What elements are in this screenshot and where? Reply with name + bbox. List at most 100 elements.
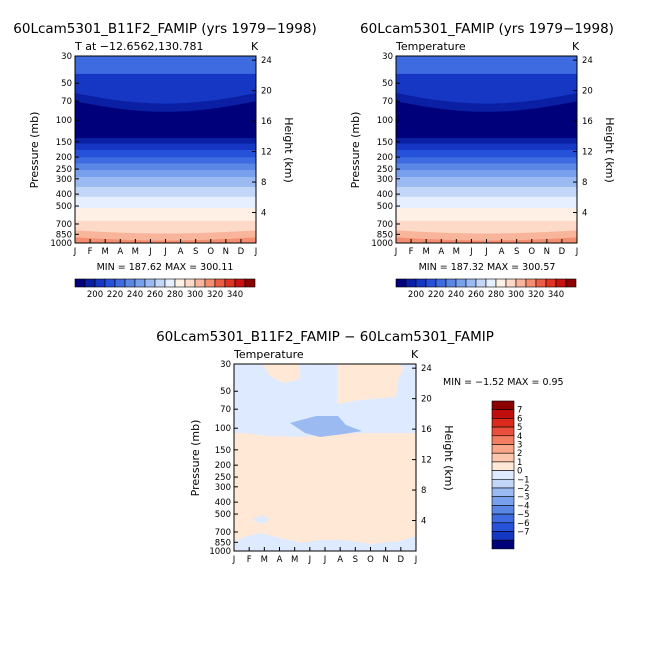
diff-colorbar-cell (491, 452, 515, 463)
panel-1-ytick-label: 250 (56, 165, 72, 175)
panel-3-subtitle: Temperature (233, 348, 304, 361)
panel-3-ytick-label: 70 (220, 405, 231, 415)
panel-2-y2label: Height (km) (603, 117, 616, 183)
colorbar-cell (525, 278, 537, 288)
panel-3-y2tick-label: 12 (421, 456, 432, 466)
colorbar-label: 320 (207, 290, 223, 300)
diff-colorbar-label: −4 (517, 501, 530, 511)
colorbar-cell (124, 278, 136, 288)
diff-colorbar-label: −5 (517, 510, 530, 520)
panel-1-ytick-label: 30 (61, 52, 72, 62)
colorbar-cell (154, 278, 166, 288)
colorbar-label: 240 (127, 290, 143, 300)
panel-2-colorbar: 200 220 240 260 280 300 320 340 (395, 278, 577, 300)
colorbar-cell (415, 278, 427, 288)
diff-colorbar-cell (491, 409, 515, 419)
panel-3-y2tick-label: 16 (421, 425, 432, 435)
colorbar-label: 320 (528, 290, 544, 300)
diff-colorbar-label: −3 (517, 493, 530, 503)
panel-2-xtick-label: O (528, 247, 535, 257)
panel-1-ytick-label: 1000 (50, 239, 72, 249)
colorbar-cell (465, 278, 477, 288)
colorbar-label: 200 (408, 290, 424, 300)
colorbar-cell (244, 278, 256, 288)
panel-3-minmax: MIN = −1.52 MAX = 0.95 (443, 377, 564, 388)
colorbar-cell (84, 278, 96, 288)
panel-3-y2label: Height (km) (442, 425, 455, 491)
diff-colorbar-cell (491, 444, 515, 454)
colorbar-label: 300 (187, 290, 203, 300)
panel-2-ytick-label: 150 (377, 138, 393, 148)
panel-2-ytick-label: 100 (377, 116, 393, 126)
panel-2-ticks: J F M A M J J A S O N D J305070100150200250300400500… (371, 52, 592, 257)
diff-colorbar-label: −1 (517, 475, 530, 485)
colorbar-cell (555, 278, 567, 288)
diff-colorbar-cell (491, 478, 515, 489)
panel-1-xtick-label: F (88, 247, 93, 257)
panel-2-ytick-label: 850 (377, 230, 393, 240)
panel-2-xtick-label: A (438, 247, 444, 257)
panel-1-ytick-label: 300 (56, 175, 72, 185)
diff-colorbar-cell (491, 426, 515, 437)
diff-colorbar-label: 1 (517, 458, 522, 468)
panel-1-xtick-label: A (178, 247, 184, 257)
panel-1-ytick-label: 70 (61, 97, 72, 107)
diff-colorbar-cell (491, 461, 515, 471)
panel-2-y2tick-label: 4 (582, 209, 587, 219)
panel-2-xtick-label: S (514, 247, 519, 257)
panel-3-y2tick-label: 24 (421, 364, 432, 374)
panel-1-ytick-label: 400 (56, 190, 72, 200)
diff-positive-top (262, 364, 300, 383)
colorbar-cell (515, 278, 527, 288)
panel-2-ytick-label: 500 (377, 202, 393, 212)
colorbar-label: 340 (227, 290, 243, 300)
panel-3-xtick-label: J (414, 555, 418, 565)
colorbar-label: 240 (448, 290, 464, 300)
panel-1-xtick-label: D (238, 247, 245, 257)
panel-2-title: 60Lcam5301_FAMIP (yrs 1979−1998) (360, 21, 614, 37)
colorbar-cell (505, 278, 517, 288)
panel-2-y2tick-label: 8 (582, 178, 587, 188)
diff-colorbar-cell (491, 513, 515, 524)
colorbar-cell (134, 278, 146, 288)
colorbar-cell (174, 278, 186, 288)
panel-3-xtick-label: J (232, 555, 236, 565)
diff-colorbar-label: 0 (517, 467, 522, 477)
panel-2-ylabel: Pressure (mb) (349, 112, 362, 189)
panel-2-ytick-label: 70 (382, 97, 393, 107)
colorbar-cell (224, 278, 236, 288)
panel-1-units: K (251, 40, 259, 53)
panel-1-y2tick-label: 12 (261, 148, 272, 158)
colorbar-label: 260 (468, 290, 484, 300)
panel-3-title: 60Lcam5301_B11F2_FAMIP − 60Lcam5301_FAMI… (156, 329, 494, 345)
colorbar-cell (475, 278, 487, 288)
colorbar-label: 220 (107, 290, 123, 300)
panel-3-ytick-label: 1000 (209, 547, 231, 557)
diff-colorbar-cell (491, 505, 515, 515)
diff-negative-surface (234, 533, 416, 551)
colorbar-cell (194, 278, 206, 288)
panel-3-ytick-label: 300 (215, 483, 231, 493)
colorbar-cell (545, 278, 557, 288)
diff-colorbar-label: −2 (517, 484, 530, 494)
panel-3-ytick-label: 30 (220, 360, 231, 370)
colorbar-cell (495, 278, 507, 288)
panel-1-ytick-label: 100 (56, 116, 72, 126)
panel-2-y2tick-label: 20 (582, 87, 593, 97)
diff-colorbar-cell (491, 418, 515, 428)
panel-2-xtick-label: M (453, 247, 460, 257)
panel-2-ytick-label: 400 (377, 190, 393, 200)
panel-3-ytick-label: 400 (215, 498, 231, 508)
panel-3-xtick-label: A (337, 555, 343, 565)
colorbar-label: 220 (428, 290, 444, 300)
panel-1-y2tick-label: 20 (261, 87, 272, 97)
panel-1-ytick-label: 150 (56, 138, 72, 148)
panel-1-y2tick-label: 8 (261, 178, 266, 188)
panel-1-xtick-label: M (132, 247, 139, 257)
colorbar-cell (405, 278, 417, 288)
panel-2-subtitle: Temperature (395, 40, 466, 53)
panel-1-ylabel: Pressure (mb) (28, 112, 41, 189)
panel-3-xtick-label: M (291, 555, 298, 565)
